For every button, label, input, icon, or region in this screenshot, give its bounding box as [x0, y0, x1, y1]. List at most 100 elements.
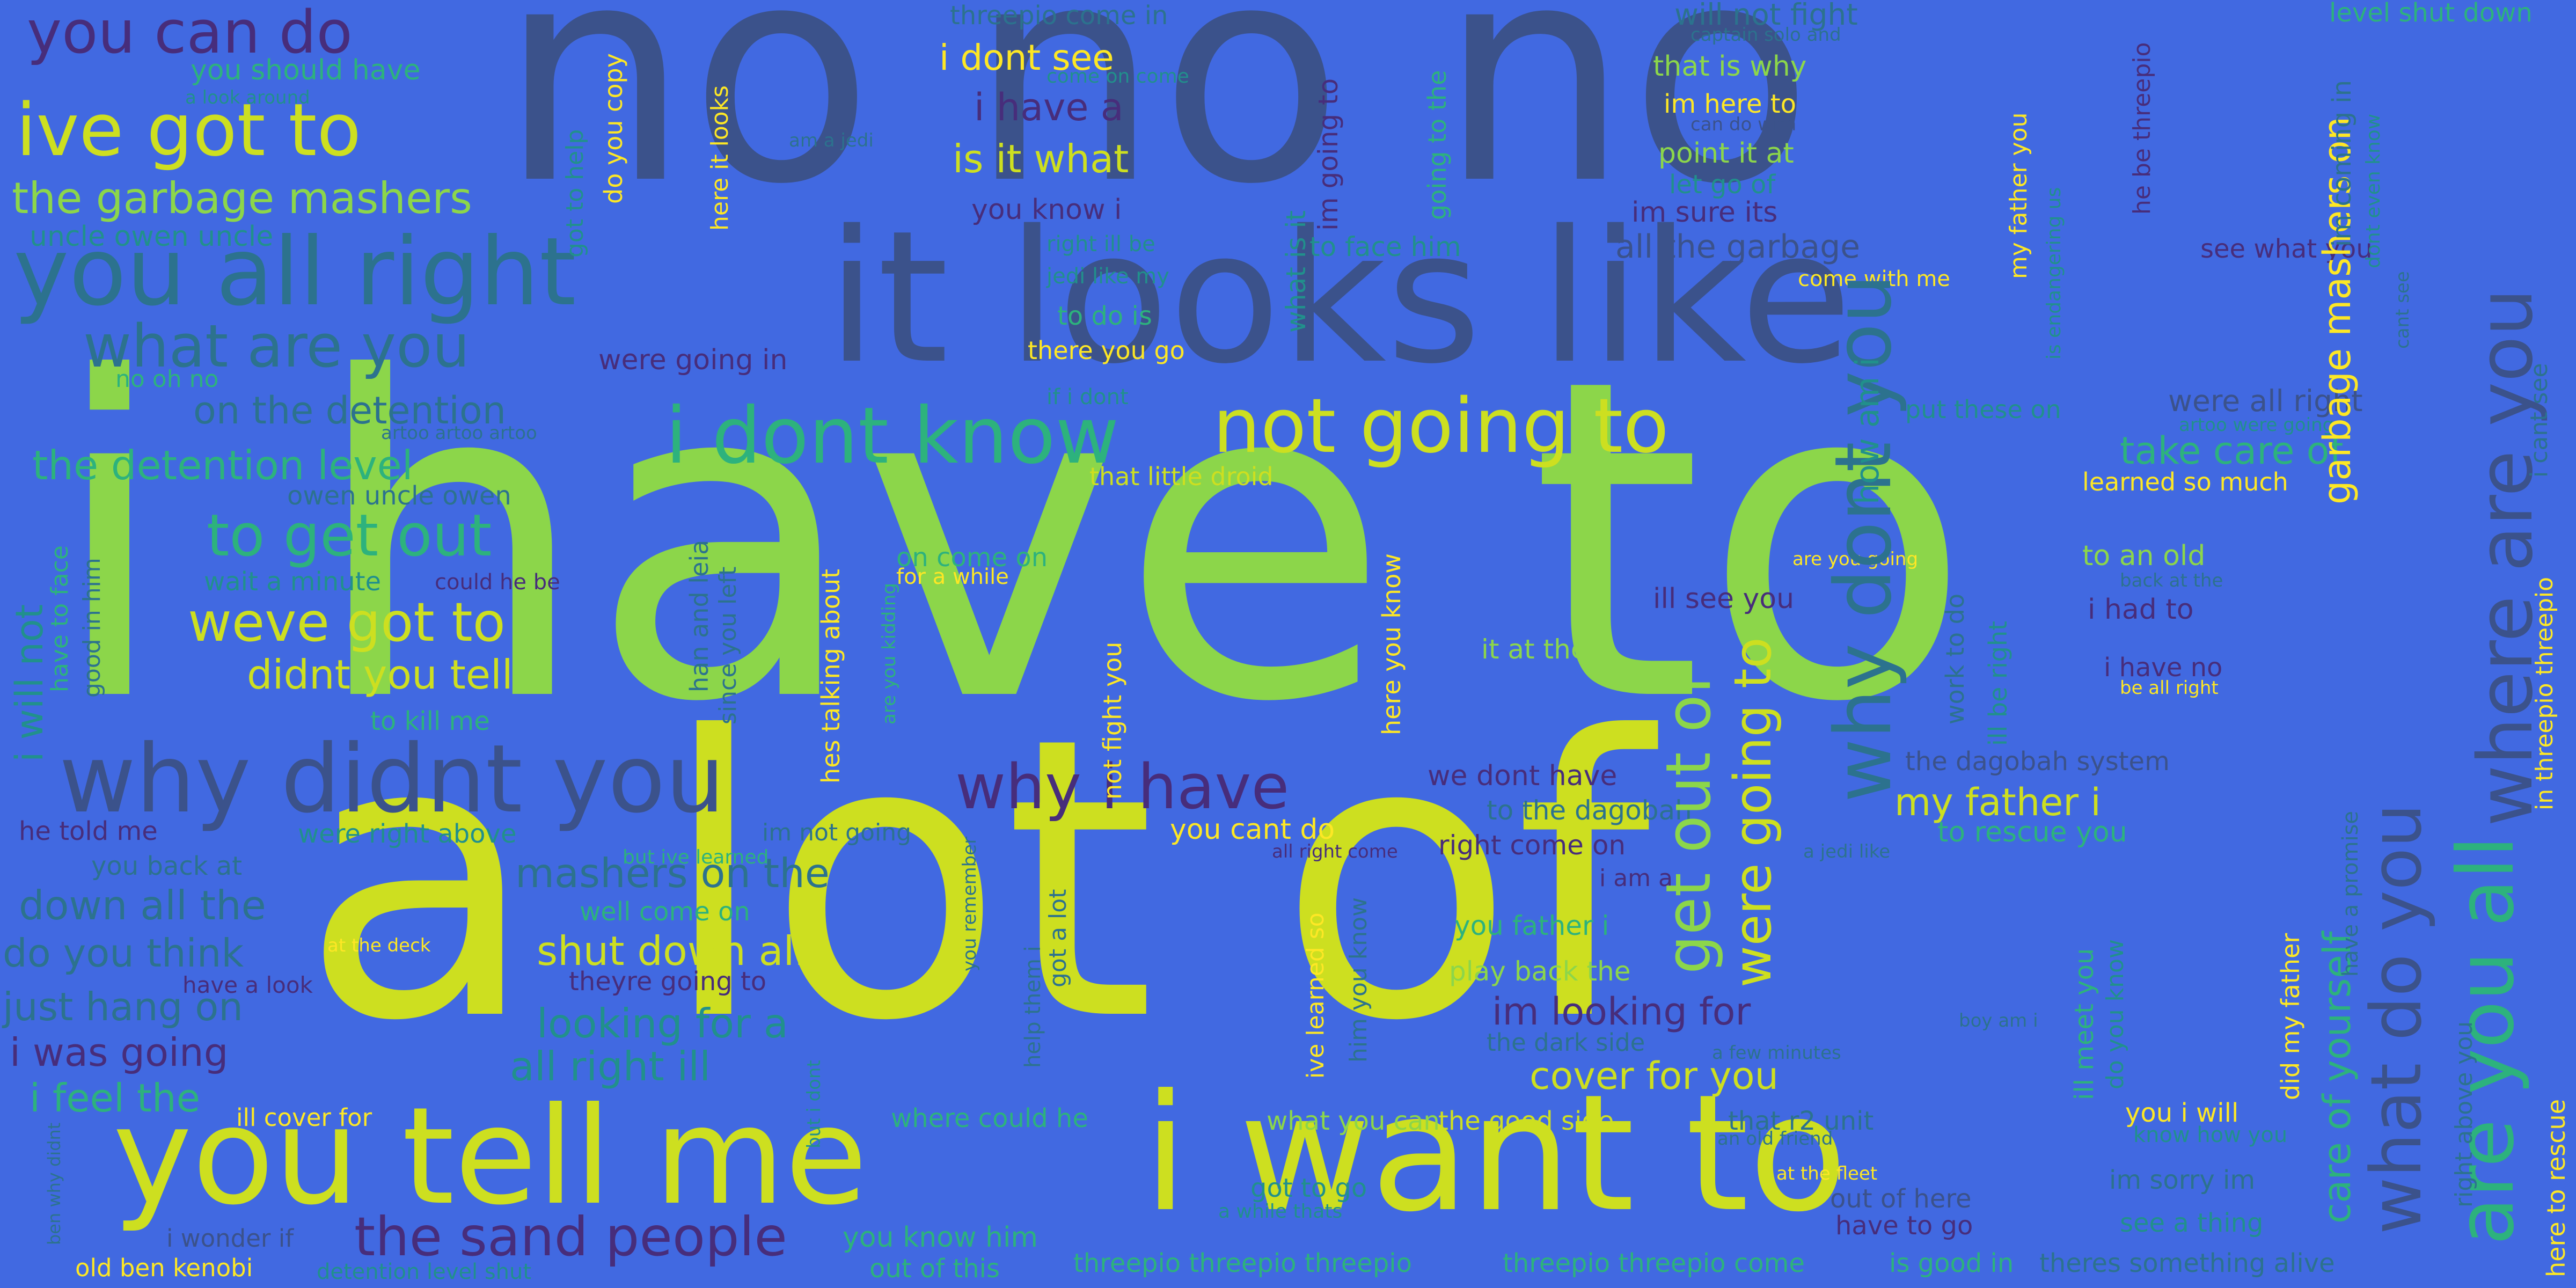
cloud-word-were-all-right: were all right	[2168, 384, 2363, 418]
cloud-word-a-few-minutes: a few minutes	[1712, 1042, 1841, 1064]
cloud-word-you-should-have: you should have	[191, 54, 421, 86]
cloud-word-do-you-copy: do you copy	[599, 53, 628, 204]
cloud-word-im-going-to: im going to	[1313, 78, 1344, 231]
cloud-word-that-little-droid: that little droid	[1089, 462, 1274, 491]
cloud-word-learned-so-much: learned so much	[2082, 467, 2288, 496]
cloud-word-hes-talking-about: hes talking about	[816, 568, 845, 784]
cloud-word-not-fight-you: not fight you	[1098, 641, 1127, 800]
cloud-word-a-while-thats: a while thats	[1218, 1201, 1343, 1223]
cloud-word-just-hang-on: just hang on	[3, 984, 243, 1029]
cloud-word-im-not-going: im not going	[762, 819, 912, 846]
cloud-word-to-rescue-you: to rescue you	[1937, 816, 2127, 848]
cloud-word-threepio-threepio-threepio: threepio threepio threepio	[1073, 1248, 1412, 1278]
cloud-word-you-father-i: you father i	[1454, 910, 1609, 941]
cloud-word-know-how-you: know how you	[2133, 1123, 2288, 1147]
cloud-word-be-all-right: be all right	[2120, 677, 2219, 699]
cloud-word-at-the-deck: at the deck	[327, 935, 431, 956]
cloud-word-artoo-artoo-artoo: artoo artoo artoo	[381, 422, 537, 444]
cloud-word-is-endangering-us: is endangering us	[2043, 187, 2065, 360]
cloud-word-no-oh-no: no oh no	[115, 365, 219, 393]
cloud-word-right-come-on: right come on	[1438, 830, 1626, 861]
cloud-word-out-of-here: out of here	[1830, 1184, 1972, 1214]
cloud-word-ben-why-didnt: ben why didnt	[44, 1122, 64, 1245]
cloud-word-am-a-jedi: am a jedi	[789, 130, 874, 151]
cloud-word-what-you-can: what you can	[1267, 1106, 1440, 1136]
cloud-word-i-am-a: i am a	[1599, 865, 1673, 892]
cloud-word-it-looks-like: it looks like	[826, 192, 1853, 404]
cloud-word-play-back-the: play back the	[1449, 956, 1631, 987]
cloud-word-the-garbage-mashers: the garbage mashers	[12, 173, 472, 223]
cloud-word-is-it-what: is it what	[953, 136, 1129, 181]
cloud-word-i-want-to: i want to	[1143, 1060, 1848, 1247]
cloud-word-didnt-you-tell: didnt you tell	[247, 651, 513, 698]
cloud-word-han-and-leia: han and leia	[685, 539, 714, 692]
cloud-word-ill-meet-you: ill meet you	[2069, 948, 2099, 1100]
cloud-word-owen-uncle-owen: owen uncle owen	[287, 481, 511, 511]
cloud-word-a-jedi-like: a jedi like	[1803, 841, 1891, 862]
cloud-word-let-go-of: let go of	[1669, 170, 1776, 200]
cloud-word-out-of-this: out of this	[869, 1254, 1000, 1284]
cloud-word-well-come-on: well come on	[580, 897, 750, 927]
cloud-word-a-look-around: a look around	[185, 87, 310, 108]
cloud-word-since-you-left: since you left	[714, 566, 742, 724]
cloud-word-have-a-promise: have a promise	[2338, 810, 2363, 977]
cloud-word-wait-a-minute: wait a minute	[204, 567, 382, 597]
cloud-word-you-cant-do: you cant do	[1170, 814, 1335, 846]
cloud-word-weve-got-to: weve got to	[188, 591, 506, 654]
cloud-word-all-right-come: all right come	[1272, 841, 1398, 862]
cloud-word-down-all-the: down all the	[19, 882, 266, 929]
cloud-word-is-good-in: is good in	[1889, 1248, 2014, 1278]
cloud-word-not-going-to: not going to	[1213, 383, 1669, 470]
cloud-word-could-he-be: could he be	[435, 570, 560, 595]
cloud-word-i-wonder-if: i wonder if	[166, 1224, 294, 1253]
cloud-word-you-know-him: you know him	[843, 1221, 1038, 1254]
cloud-word-if-i-dont: if i dont	[1046, 385, 1129, 409]
cloud-word-threepio-threepio-come: threepio threepio come	[1503, 1248, 1805, 1278]
cloud-word-in-threepio-threepio: in threepio threepio	[2531, 576, 2558, 810]
cloud-word-here-it-looks: here it looks	[706, 85, 734, 231]
cloud-word-were-going-in: were going in	[598, 344, 788, 376]
cloud-word-got-to-go: got to go	[1250, 1173, 1367, 1203]
cloud-word-ill-see-you: ill see you	[1653, 583, 1795, 615]
cloud-word-why-dont-you: why dont you	[1818, 274, 1909, 802]
cloud-word-im-here-to: im here to	[1664, 89, 1796, 119]
cloud-word-captain-solo-and: captain solo and	[1690, 24, 1841, 46]
cloud-word-work-to-do: work to do	[1941, 593, 1970, 724]
cloud-word-what-are-you: what are you	[83, 312, 470, 380]
cloud-word-back-at-the: back at the	[2120, 570, 2223, 591]
cloud-word-what-do-you: what do you	[2355, 803, 2437, 1234]
cloud-word-all-right-ill: all right ill	[510, 1043, 711, 1090]
cloud-word-can-do-with: can do with	[1690, 114, 1797, 135]
cloud-word-ive-got-to: ive got to	[16, 88, 362, 172]
cloud-word-cant-see: cant see	[2392, 271, 2413, 349]
cloud-word-to-the-dagobah: to the dagobah	[1487, 795, 1692, 826]
cloud-word-you-can-do: you can do	[27, 0, 353, 67]
cloud-word-what-is-it: what is it	[1280, 210, 1312, 333]
cloud-word-put-these-on: put these on	[1905, 395, 2061, 424]
cloud-word-i-had-to: i had to	[2088, 594, 2194, 626]
cloud-word-i-dont-see: i dont see	[939, 37, 1114, 78]
cloud-word-help-them-i: help them i	[1021, 946, 1045, 1068]
cloud-word-he-be-threepio: he be threepio	[2128, 42, 2156, 215]
cloud-word-ill-be-right: ill be right	[1984, 620, 2012, 746]
cloud-word-i-cant-see: i cant see	[2526, 363, 2553, 478]
cloud-word-all-the-garbage: all the garbage	[1615, 228, 1861, 266]
cloud-word-do-you-know: do you know	[2102, 939, 2129, 1089]
cloud-word-there-you-go: there you go	[1028, 336, 1185, 365]
cloud-word-on-the-detention: on the detention	[193, 389, 507, 433]
cloud-word-good-in-him: good in him	[78, 558, 106, 698]
cloud-word-i-have-to: i have to	[48, 286, 1972, 798]
cloud-word-you-all-right: you all right	[13, 218, 576, 327]
cloud-word-level-shut-down: level shut down	[2329, 0, 2533, 28]
cloud-word-at-the-fleet: at the fleet	[1776, 1163, 1878, 1184]
cloud-word-to-do-is: to do is	[1057, 301, 1152, 331]
cloud-word-you-tell-me: you tell me	[113, 1078, 868, 1234]
cloud-word-why-didnt-you: why didnt you	[59, 725, 725, 834]
cloud-word-see-a-thing: see a thing	[2120, 1208, 2264, 1238]
cloud-word-to-face-him: to face him	[1309, 231, 1461, 262]
cloud-word-were-right-above: were right above	[298, 819, 517, 849]
cloud-word-i-was-going: i was going	[10, 1030, 229, 1075]
cloud-word-but-i-dont: but i dont	[803, 1060, 825, 1148]
cloud-word-that-is-why: that is why	[1653, 50, 1807, 83]
